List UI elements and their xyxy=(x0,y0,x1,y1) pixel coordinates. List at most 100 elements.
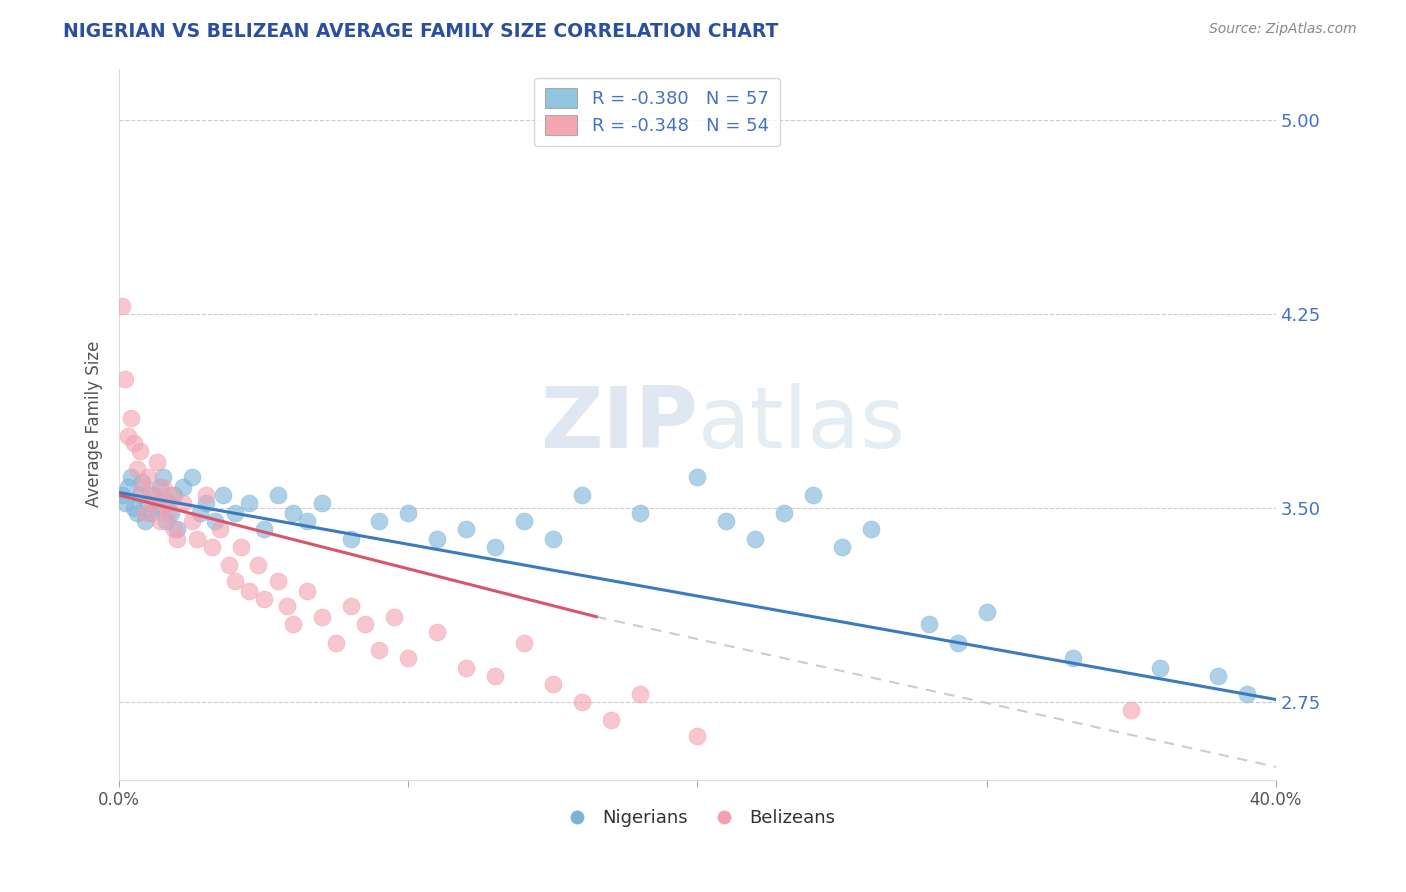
Point xyxy=(281,506,304,520)
Point xyxy=(157,496,180,510)
Point xyxy=(188,506,211,520)
Point xyxy=(229,540,252,554)
Point xyxy=(224,574,246,588)
Point xyxy=(180,470,202,484)
Point xyxy=(155,496,177,510)
Point xyxy=(114,372,136,386)
Legend: Nigerians, Belizeans: Nigerians, Belizeans xyxy=(553,802,842,835)
Point xyxy=(114,496,136,510)
Point xyxy=(125,506,148,520)
Point xyxy=(172,480,194,494)
Point xyxy=(859,522,882,536)
Point xyxy=(325,635,347,649)
Point xyxy=(139,488,162,502)
Point xyxy=(541,532,564,546)
Point xyxy=(155,514,177,528)
Text: NIGERIAN VS BELIZEAN AVERAGE FAMILY SIZE CORRELATION CHART: NIGERIAN VS BELIZEAN AVERAGE FAMILY SIZE… xyxy=(63,22,779,41)
Point xyxy=(122,501,145,516)
Point xyxy=(186,532,208,546)
Point xyxy=(716,514,738,528)
Point xyxy=(456,522,478,536)
Point xyxy=(628,506,651,520)
Point xyxy=(396,651,419,665)
Point xyxy=(125,462,148,476)
Point xyxy=(339,532,361,546)
Point xyxy=(253,591,276,606)
Point xyxy=(152,480,174,494)
Point xyxy=(918,617,941,632)
Point xyxy=(484,540,506,554)
Text: Source: ZipAtlas.com: Source: ZipAtlas.com xyxy=(1209,22,1357,37)
Point xyxy=(426,532,449,546)
Point xyxy=(157,506,180,520)
Point xyxy=(152,470,174,484)
Point xyxy=(172,496,194,510)
Point xyxy=(426,625,449,640)
Point xyxy=(146,501,169,516)
Point xyxy=(276,599,298,614)
Point xyxy=(209,522,232,536)
Point xyxy=(267,488,290,502)
Point xyxy=(295,583,318,598)
Point xyxy=(801,488,824,502)
Point xyxy=(571,695,593,709)
Point xyxy=(120,470,142,484)
Point xyxy=(456,661,478,675)
Point xyxy=(311,496,333,510)
Point xyxy=(339,599,361,614)
Point xyxy=(146,454,169,468)
Point xyxy=(117,480,139,494)
Text: ZIP: ZIP xyxy=(540,383,697,466)
Point xyxy=(166,532,188,546)
Point xyxy=(111,300,134,314)
Point xyxy=(111,488,134,502)
Point xyxy=(571,488,593,502)
Point xyxy=(163,488,186,502)
Point xyxy=(139,506,162,520)
Point xyxy=(143,496,166,510)
Point xyxy=(117,428,139,442)
Point xyxy=(253,522,276,536)
Point xyxy=(354,617,377,632)
Point xyxy=(163,522,186,536)
Point xyxy=(247,558,270,572)
Point xyxy=(628,687,651,701)
Point xyxy=(160,506,183,520)
Point xyxy=(180,514,202,528)
Point xyxy=(120,410,142,425)
Y-axis label: Average Family Size: Average Family Size xyxy=(86,341,103,508)
Point xyxy=(599,713,621,727)
Point xyxy=(831,540,853,554)
Point xyxy=(773,506,796,520)
Point xyxy=(311,609,333,624)
Text: atlas: atlas xyxy=(697,383,905,466)
Point xyxy=(149,514,172,528)
Point xyxy=(976,605,998,619)
Point xyxy=(1206,669,1229,683)
Point xyxy=(1119,703,1142,717)
Point xyxy=(1062,651,1084,665)
Point xyxy=(541,677,564,691)
Point xyxy=(166,522,188,536)
Point xyxy=(267,574,290,588)
Point xyxy=(686,729,709,743)
Point xyxy=(238,583,260,598)
Point xyxy=(295,514,318,528)
Point xyxy=(204,514,226,528)
Point xyxy=(281,617,304,632)
Point xyxy=(744,532,766,546)
Point xyxy=(136,470,159,484)
Point xyxy=(149,480,172,494)
Point xyxy=(238,496,260,510)
Point xyxy=(134,514,156,528)
Point xyxy=(1236,687,1258,701)
Point xyxy=(484,669,506,683)
Point xyxy=(396,506,419,520)
Point xyxy=(160,488,183,502)
Point xyxy=(382,609,405,624)
Point xyxy=(224,506,246,520)
Point xyxy=(131,480,153,494)
Point xyxy=(195,488,218,502)
Point xyxy=(136,496,159,510)
Point xyxy=(122,436,145,450)
